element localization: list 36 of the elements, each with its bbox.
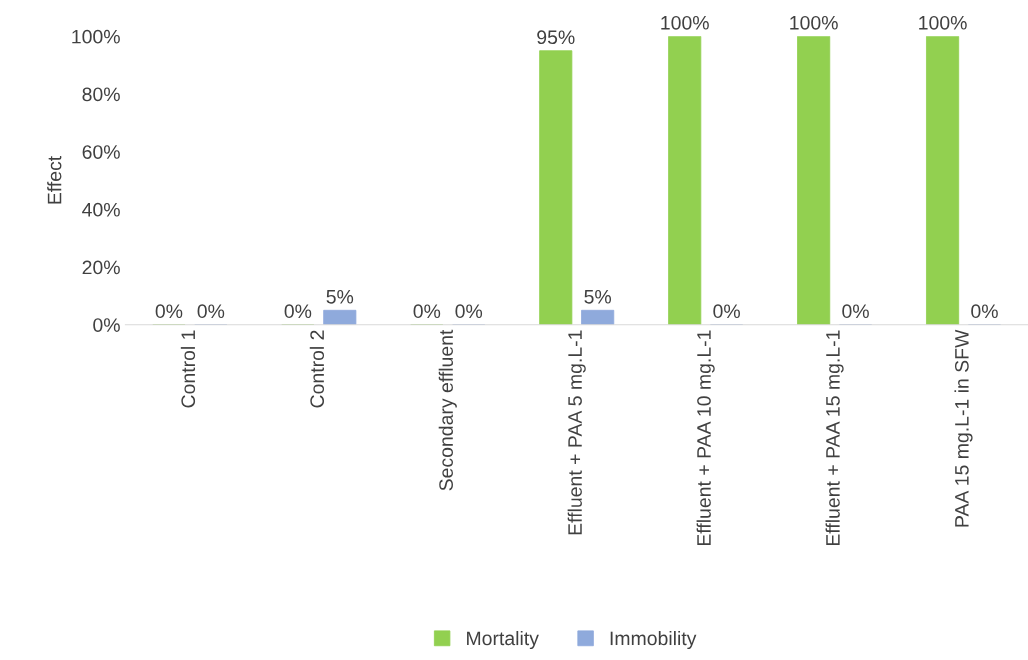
y-tick-label: 80% bbox=[82, 87, 120, 102]
data-label: 95% bbox=[537, 30, 575, 45]
data-label: 100% bbox=[919, 15, 967, 30]
y-tick-label: 100% bbox=[72, 29, 120, 44]
data-label: 5% bbox=[326, 289, 354, 304]
data-label: 5% bbox=[584, 289, 612, 304]
data-label: 0% bbox=[155, 304, 183, 319]
x-tick-label: Effluent + PAA 10 mg.L-1 bbox=[696, 330, 715, 546]
bar bbox=[668, 36, 702, 325]
data-label: 0% bbox=[971, 304, 998, 319]
data-label: 0% bbox=[455, 304, 483, 319]
bar bbox=[797, 36, 831, 325]
x-tick-label: PAA 15 mg.L-1 in SFW bbox=[954, 329, 973, 527]
data-label: 0% bbox=[197, 304, 225, 319]
data-label: 0% bbox=[284, 304, 312, 319]
data-label: 100% bbox=[661, 15, 709, 30]
bar bbox=[581, 309, 615, 325]
x-tick-label: Control 2 bbox=[309, 330, 325, 408]
x-tick-label: Effluent + PAA 5 mg.L-1 bbox=[567, 330, 586, 535]
bar bbox=[323, 309, 357, 325]
x-tick-label: Secondary effluent bbox=[438, 329, 457, 491]
y-axis-title: Effect bbox=[47, 155, 62, 204]
data-label: 0% bbox=[713, 304, 740, 319]
bar bbox=[539, 50, 573, 325]
x-tick-label: Control 1 bbox=[180, 330, 196, 408]
y-tick-label: 60% bbox=[82, 145, 120, 159]
data-label: 100% bbox=[790, 15, 838, 30]
data-label: 0% bbox=[842, 304, 869, 319]
legend-label: Immobility bbox=[610, 630, 697, 650]
y-tick-label: 40% bbox=[82, 202, 120, 217]
data-label: 0% bbox=[413, 304, 441, 319]
x-tick-label: Effluent + PAA 15 mg.L-1 bbox=[825, 330, 844, 546]
y-tick-label: 20% bbox=[82, 260, 120, 275]
legend-label: Mortality bbox=[467, 630, 539, 650]
bar bbox=[926, 36, 960, 325]
y-tick-label: 0% bbox=[93, 318, 120, 332]
